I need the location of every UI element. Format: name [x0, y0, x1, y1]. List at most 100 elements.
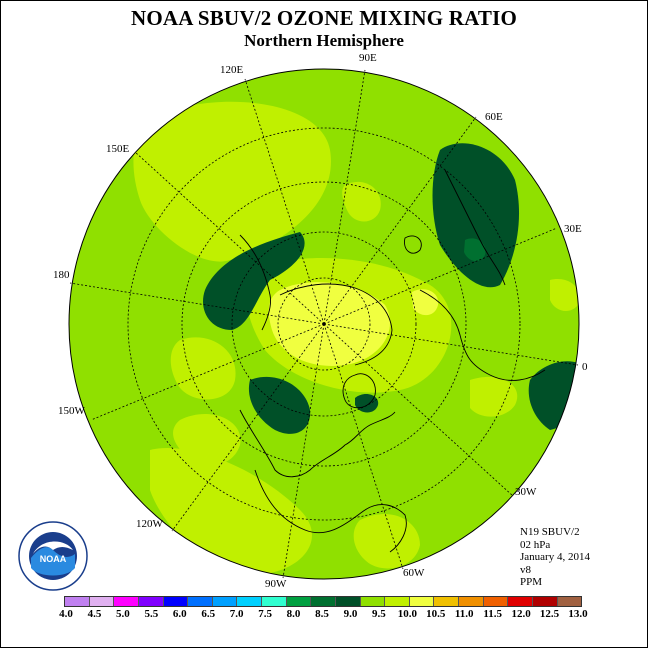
color-swatch-2	[114, 597, 139, 606]
color-tick-18: 13.0	[568, 608, 588, 620]
map-subtitle: Northern Hemisphere	[244, 31, 404, 50]
coast-europe	[419, 289, 546, 381]
coast-asia-east	[444, 169, 506, 286]
meridian-150e	[134, 151, 325, 325]
color-tick-6: 7.0	[229, 608, 244, 620]
coast-central-america	[254, 469, 407, 553]
meridian-180	[69, 282, 325, 325]
field-light-spot	[342, 181, 381, 222]
lon-label-30w: 30W	[515, 486, 537, 498]
field-yellow-spot	[412, 289, 439, 316]
info-level: 02 hPa	[520, 538, 551, 551]
color-tick-2: 5.0	[116, 608, 130, 620]
color-swatch-11	[335, 597, 361, 606]
info-date: January 4, 2014	[520, 551, 590, 563]
info-satellite: N19 SBUV/2	[520, 526, 580, 538]
lon-label-120e: 120E	[220, 64, 244, 76]
lon-label-180: 180	[53, 269, 70, 281]
color-tick-10: 9.0	[343, 608, 358, 620]
lon-label-150w: 150W	[58, 405, 85, 417]
color-tick-5: 6.5	[201, 608, 216, 620]
info-version: v8	[520, 563, 531, 576]
field-light-west	[170, 337, 236, 400]
color-swatch-12	[360, 597, 386, 606]
color-tick-14: 11.0	[454, 608, 474, 620]
info-block: N19 SBUV/2 02 hPa January 4, 2014 v8 PPM	[520, 526, 590, 589]
lon-label-120w: 120W	[136, 518, 163, 530]
meridian-30w	[323, 323, 514, 497]
meridian-90e	[323, 69, 366, 325]
field-dark-canada	[248, 376, 311, 434]
color-scale-ticks: 4.0 4.5 5.0 5.5 6.0 6.5 7.0 7.5 8.0 8.5 9.0 9.5 10.0…	[0, 608, 648, 622]
coastlines	[239, 169, 546, 553]
coast-caspian	[404, 235, 422, 254]
field-dark-asia	[432, 143, 520, 288]
color-swatch-17	[483, 597, 509, 606]
map-boundary	[68, 68, 580, 580]
color-swatch-6	[212, 597, 238, 606]
color-swatch-0	[65, 597, 90, 606]
latitude-circles	[127, 127, 521, 521]
coast-alaska	[239, 234, 271, 331]
color-tick-11: 9.5	[372, 608, 386, 620]
field-light-atlantic	[353, 514, 420, 569]
meridian-120w	[171, 323, 325, 532]
color-tick-8: 8.0	[286, 608, 301, 620]
color-tick-12: 10.0	[397, 608, 417, 620]
lat-circle-20	[127, 127, 521, 521]
color-tick-13: 10.5	[426, 608, 446, 620]
color-tick-9: 8.5	[315, 608, 329, 620]
color-tick-0: 4.0	[59, 608, 73, 620]
color-swatch-7	[237, 597, 262, 606]
color-tick-7: 7.5	[258, 608, 272, 620]
lat-circle-80	[277, 277, 371, 371]
info-units: PPM	[520, 576, 543, 588]
color-swatch-8	[262, 597, 287, 606]
color-swatch-16	[459, 597, 484, 606]
lon-label-60w: 60W	[403, 567, 425, 579]
color-tick-16: 12.0	[511, 608, 531, 620]
meridian-0	[323, 323, 579, 366]
coast-north-america	[239, 409, 396, 478]
lon-label-0: 0	[582, 361, 588, 373]
field-yellow-core	[268, 282, 391, 366]
color-swatch-4	[163, 597, 189, 606]
color-swatch-1	[89, 597, 115, 606]
lon-label-90e: 90E	[359, 52, 377, 64]
color-swatch-9	[286, 597, 312, 606]
lat-circle-60	[231, 231, 417, 417]
meridian-lines	[69, 69, 579, 579]
color-swatch-19	[532, 597, 558, 606]
lat-circle-40	[181, 181, 467, 467]
meridian-120e	[244, 78, 325, 325]
map-title: NOAA SBUV/2 OZONE MIXING RATIO	[131, 6, 517, 30]
lon-label-30e: 30E	[564, 223, 582, 235]
meridian-90w	[282, 323, 325, 579]
field-light-band-north	[133, 101, 331, 262]
field-light-east	[470, 376, 518, 417]
color-swatch-13	[385, 597, 410, 606]
field-dark-pacific	[203, 232, 305, 330]
color-swatch-18	[508, 597, 533, 606]
color-scale-bar	[64, 596, 582, 607]
lon-label-150e: 150E	[106, 143, 130, 155]
color-swatch-3	[138, 597, 164, 606]
coast-arctic	[279, 283, 393, 366]
noaa-logo-text: NOAA	[40, 554, 67, 564]
color-swatch-15	[434, 597, 459, 606]
color-tick-4: 6.0	[172, 608, 187, 620]
color-tick-17: 12.5	[539, 608, 560, 620]
map-fill-layer	[69, 69, 579, 579]
coast-greenland	[342, 373, 376, 409]
color-swatch-10	[311, 597, 336, 606]
lon-label-60e: 60E	[485, 111, 503, 123]
color-swatch-20	[557, 597, 582, 606]
color-tick-1: 4.5	[87, 608, 102, 620]
meridian-60e	[323, 116, 477, 325]
lon-label-90w: 90W	[265, 578, 287, 590]
field-medium-spot	[464, 238, 486, 262]
color-swatch-5	[188, 597, 213, 606]
noaa-logo: NOAA	[18, 521, 88, 591]
